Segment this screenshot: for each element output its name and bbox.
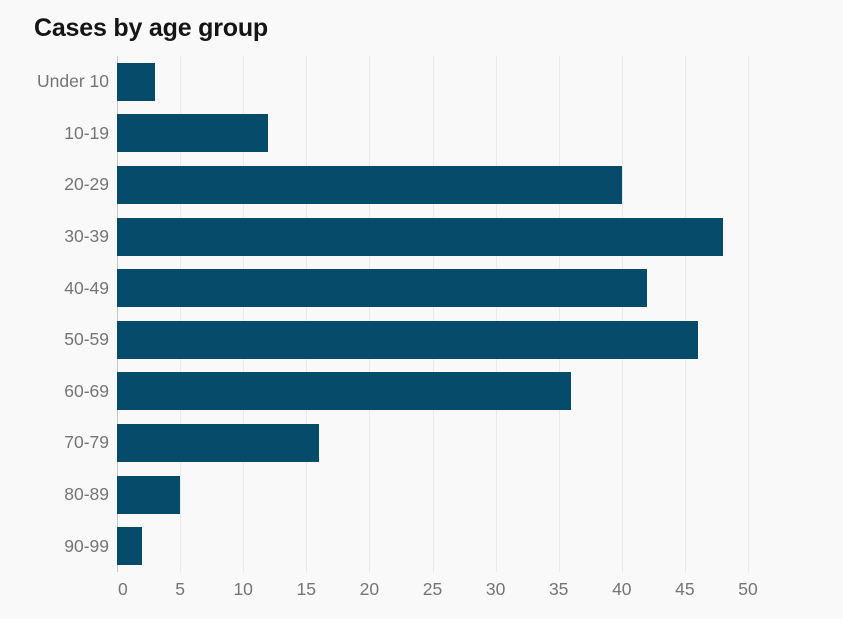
x-axis-tick-label: 0 bbox=[118, 579, 128, 599]
grid-line bbox=[621, 56, 623, 572]
bar-row bbox=[117, 56, 793, 108]
x-axis-tick-label: 50 bbox=[738, 579, 758, 599]
y-axis-label: 50-59 bbox=[64, 329, 109, 350]
chart-title: Cases by age group bbox=[34, 14, 268, 42]
zero-axis-line bbox=[117, 56, 118, 572]
y-axis-label: 30-39 bbox=[64, 226, 109, 247]
x-axis-tick-label: 5 bbox=[175, 579, 185, 599]
bar-80-89 bbox=[117, 475, 181, 514]
x-axis-labels: 0 5 10 15 20 25 30 35 40 45 50 bbox=[117, 578, 793, 602]
x-axis-tick-label: 20 bbox=[359, 579, 380, 599]
bar-30-39 bbox=[117, 217, 723, 256]
grid-line bbox=[180, 56, 182, 572]
y-axis-label: 70-79 bbox=[64, 432, 109, 453]
bars-layer bbox=[117, 56, 793, 572]
bar-20-29 bbox=[117, 165, 622, 204]
grid-line bbox=[432, 56, 434, 572]
grid-line bbox=[495, 56, 497, 572]
bar-50-59 bbox=[117, 320, 698, 359]
bar-row bbox=[117, 211, 793, 263]
plot-area bbox=[117, 56, 793, 572]
bar-10-19 bbox=[117, 114, 269, 153]
x-axis-tick-label: 45 bbox=[675, 579, 695, 599]
grid-line bbox=[243, 56, 245, 572]
bar-60-69 bbox=[117, 372, 572, 411]
grid-line bbox=[558, 56, 560, 572]
bar-70-79 bbox=[117, 423, 319, 462]
bar-row bbox=[117, 520, 793, 572]
bar-row bbox=[117, 314, 793, 366]
bar-under-10 bbox=[117, 62, 155, 101]
x-axis-tick-label: 15 bbox=[296, 579, 317, 599]
y-axis-labels: Under 10 10-19 20-29 30-39 40-49 50-59 60-69 70… bbox=[0, 56, 109, 572]
x-axis-tick-label: 35 bbox=[548, 579, 569, 599]
grid-line bbox=[306, 56, 308, 572]
grid-line bbox=[684, 56, 686, 572]
bar-40-49 bbox=[117, 269, 648, 308]
bar-row bbox=[117, 366, 793, 418]
x-axis-tick-label: 25 bbox=[422, 579, 443, 599]
grid-line bbox=[369, 56, 371, 572]
bar-row bbox=[117, 469, 793, 521]
bar-row bbox=[117, 159, 793, 211]
x-axis-tick-label: 40 bbox=[612, 579, 632, 599]
y-axis-label: 10-19 bbox=[64, 122, 109, 143]
y-axis-label: 60-69 bbox=[64, 380, 109, 401]
bar-90-99 bbox=[117, 527, 143, 566]
y-axis-label: Under 10 bbox=[37, 71, 109, 92]
y-axis-label: 90-99 bbox=[64, 535, 109, 556]
y-axis-label: 20-29 bbox=[64, 174, 109, 195]
bar-row bbox=[117, 417, 793, 469]
x-axis-tick-label: 30 bbox=[485, 579, 506, 599]
bar-row bbox=[117, 108, 793, 160]
bar-row bbox=[117, 262, 793, 314]
x-axis-tick-label: 10 bbox=[233, 579, 253, 599]
grid-line bbox=[748, 56, 749, 572]
y-axis-label: 80-89 bbox=[64, 484, 109, 505]
y-axis-label: 40-49 bbox=[64, 277, 109, 298]
